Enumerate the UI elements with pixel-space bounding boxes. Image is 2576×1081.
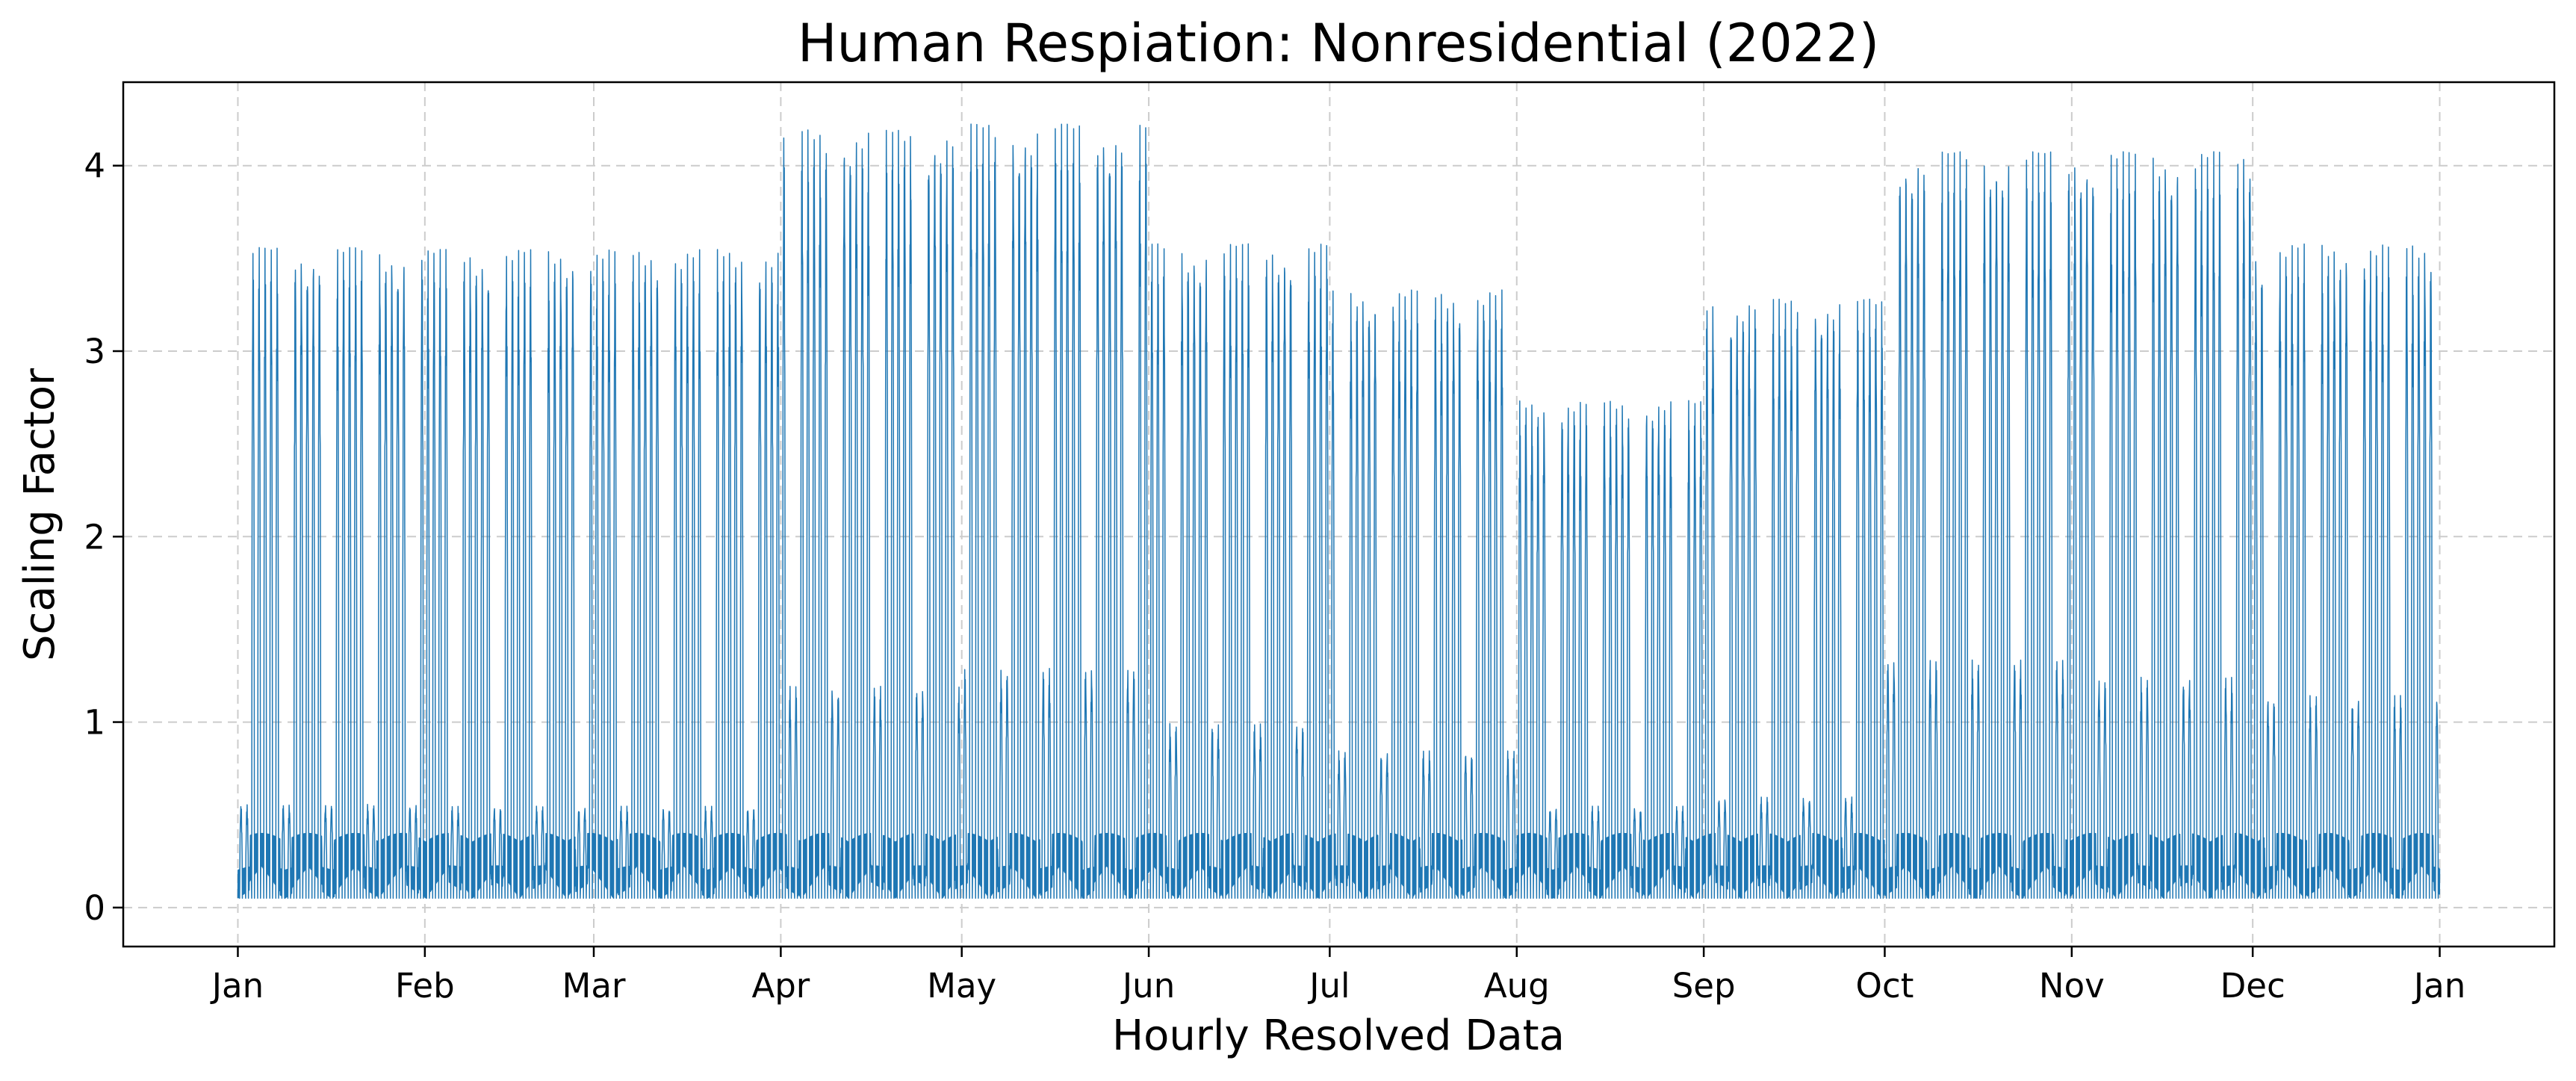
x-tick-label: Oct [1856, 966, 1914, 1006]
x-tick-label: Jan [2412, 966, 2465, 1006]
x-tick-label: Dec [2220, 966, 2285, 1006]
x-tick-label: Jan [210, 966, 264, 1006]
x-tick-label: Apr [751, 966, 810, 1006]
plot-area [237, 123, 2441, 899]
x-tick-label: Feb [395, 966, 455, 1006]
y-tick-label: 0 [84, 888, 105, 928]
x-tick-label: Sep [1672, 966, 1736, 1006]
plot-frame [122, 81, 2556, 948]
y-tick-label: 3 [84, 332, 105, 371]
series-line [237, 123, 2441, 899]
y-axis: 0 1 2 3 4 [84, 146, 123, 928]
x-tick-label: Jun [1120, 966, 1175, 1006]
x-tick-label: Aug [1484, 966, 1550, 1006]
x-axis-label: Hourly Resolved Data [1112, 1012, 1565, 1060]
x-axis: Jan Feb Mar Apr May Jun Jul Aug Sep Oct Nov Dec Jan [210, 947, 2465, 1006]
chart-title: Human Respiation: Nonresidential (2022) [798, 13, 1879, 74]
y-tick-label: 2 [84, 517, 105, 557]
y-tick-label: 4 [84, 146, 105, 186]
y-tick-label: 1 [84, 703, 105, 743]
grid-lines [123, 82, 2554, 947]
x-tick-label: May [927, 966, 996, 1006]
x-tick-label: Mar [562, 966, 626, 1006]
x-tick-label: Jul [1307, 966, 1350, 1006]
y-axis-label: Scaling Factor [16, 368, 64, 661]
x-tick-label: Nov [2039, 966, 2105, 1006]
